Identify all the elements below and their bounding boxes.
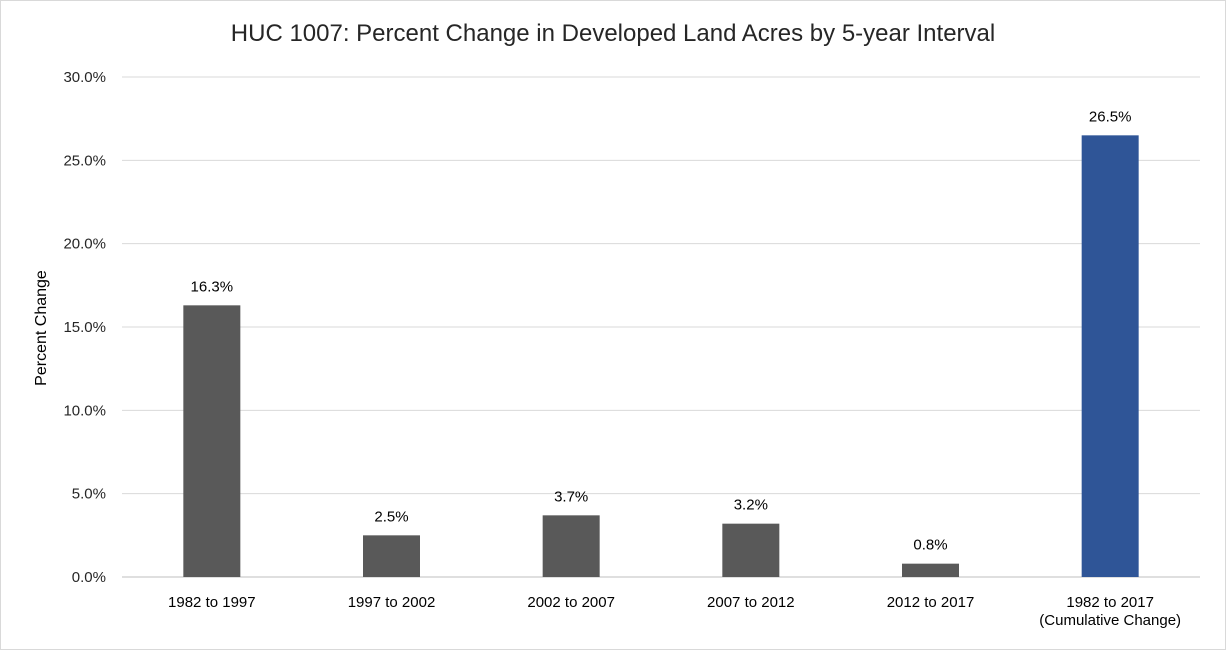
y-tick-label: 25.0% (63, 152, 106, 169)
x-tick-label: 2007 to 2012 (707, 594, 795, 611)
bar (363, 535, 420, 577)
y-tick-label: 0.0% (72, 569, 106, 586)
x-tick-label: 1982 to 2017 (Cumulative Change) (1039, 594, 1181, 629)
x-tick-label: 2012 to 2017 (887, 594, 975, 611)
chart-title: HUC 1007: Percent Change in Developed La… (230, 20, 996, 47)
data-label: 3.7% (554, 488, 588, 505)
x-tick-label: 2002 to 2007 (527, 594, 615, 611)
bar (1081, 135, 1139, 578)
data-label: 2.5% (374, 508, 408, 525)
data-label: 26.5% (1089, 108, 1132, 125)
y-tick-label: 30.0% (63, 69, 106, 86)
y-tick-label: 10.0% (63, 402, 106, 419)
x-tick-label: 1982 to 1997 (168, 594, 256, 611)
y-tick-label: 15.0% (63, 319, 106, 336)
y-tick-label: 5.0% (72, 486, 106, 503)
bar (183, 305, 241, 577)
bar (542, 515, 600, 577)
x-tick-label: 1997 to 2002 (348, 594, 436, 611)
bar (902, 563, 959, 577)
data-label: 16.3% (191, 278, 234, 295)
y-tick-label: 20.0% (63, 236, 106, 253)
bar (722, 523, 780, 577)
data-label: 0.8% (913, 537, 947, 554)
data-label: 3.2% (734, 497, 768, 514)
